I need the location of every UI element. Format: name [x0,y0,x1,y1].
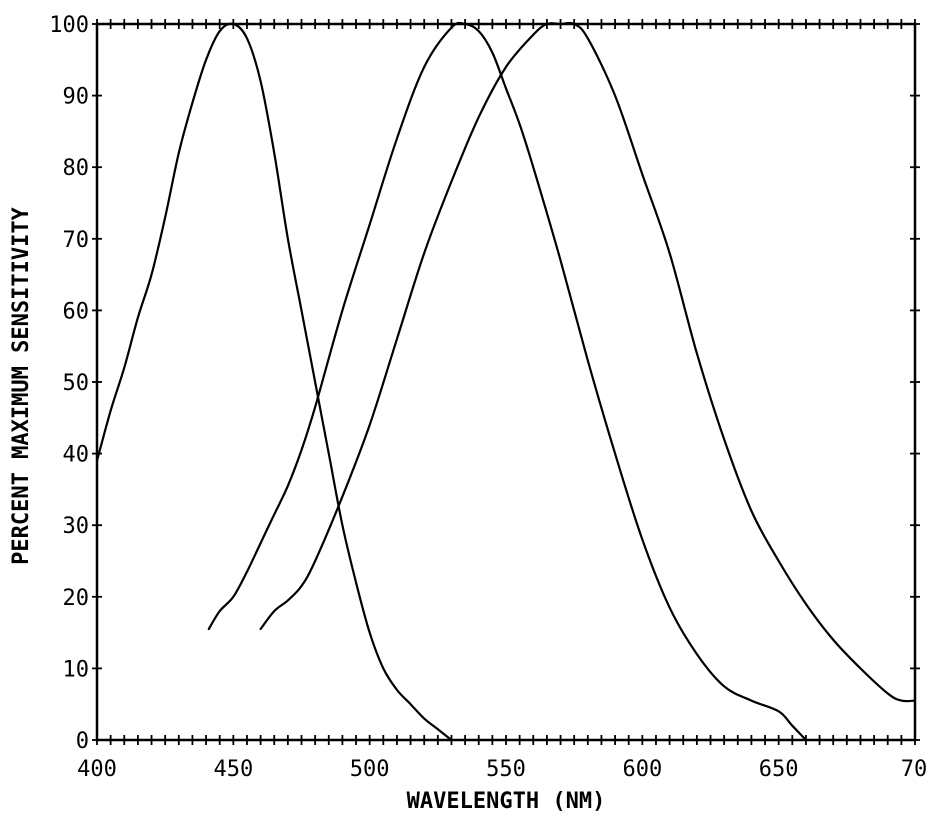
y-tick-label: 20 [63,586,90,611]
x-tick-label: 550 [486,757,526,782]
x-tick-label: 450 [213,757,253,782]
y-tick-label: 50 [63,371,90,396]
y-tick-label: 100 [49,13,89,38]
x-tick-labels: 400 450 500 550 600 650 70 [77,757,927,782]
x-tick-label: 400 [77,757,117,782]
y-tick-label: 10 [63,657,90,682]
y-tick-label: 90 [63,85,90,110]
y-tick-label: 40 [63,443,90,468]
x-tick-label: 500 [350,757,390,782]
y-axis-title: PERCENT MAXIMUM SENSITIVITY [9,206,34,564]
y-tick-label: 0 [76,729,89,754]
curve-short-wavelength [95,22,453,742]
curves [95,21,917,742]
x-tick-label: 650 [759,757,799,782]
y-tick-labels: 0 10 20 30 40 50 60 70 80 90 100 [49,13,89,754]
curve-medium-wavelength [207,21,808,742]
x-tick-label: 600 [622,757,662,782]
y-tick-label: 60 [63,299,90,324]
axis-ticks [92,19,920,745]
y-tick-label: 80 [63,156,90,181]
plot-frame [95,22,917,742]
x-axis-title: WAVELENGTH (NM) [407,789,606,814]
y-tick-label: 30 [63,514,90,539]
y-tick-label: 70 [63,228,90,253]
curve-long-wavelength [259,21,917,703]
x-tick-label: 70 [901,757,928,782]
